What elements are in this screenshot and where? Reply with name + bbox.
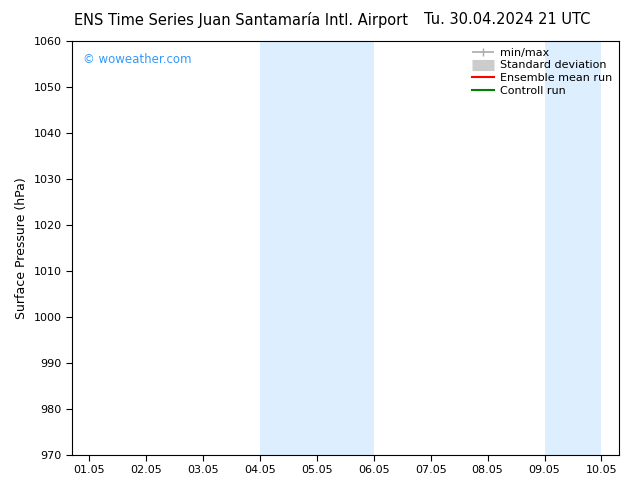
Text: © woweather.com: © woweather.com [83, 53, 191, 67]
Legend: min/max, Standard deviation, Ensemble mean run, Controll run: min/max, Standard deviation, Ensemble me… [469, 45, 615, 99]
Text: Tu. 30.04.2024 21 UTC: Tu. 30.04.2024 21 UTC [424, 12, 590, 27]
Bar [260, 41, 374, 455]
Text: ENS Time Series Juan Santamaría Intl. Airport: ENS Time Series Juan Santamaría Intl. Ai… [74, 12, 408, 28]
Bar [545, 41, 602, 455]
Y-axis label: Surface Pressure (hPa): Surface Pressure (hPa) [15, 177, 28, 318]
